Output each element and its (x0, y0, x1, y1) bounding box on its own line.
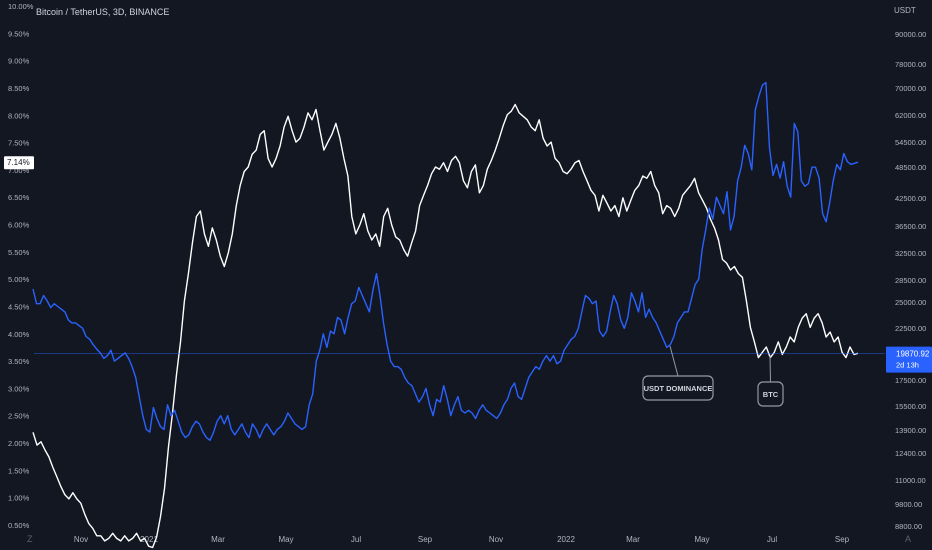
left-axis-tick-label: 7.00% (8, 166, 30, 175)
time-axis-tick-label: Sep (418, 535, 433, 544)
current-price-badge-bg (886, 346, 932, 373)
right-axis-tick-label: 54500.00 (895, 138, 926, 147)
current-price-value: 19870.92 (896, 350, 930, 359)
left-axis-tick-label: 6.50% (8, 193, 30, 202)
left-axis-tick-label: 2.50% (8, 412, 30, 421)
right-axis: 90000.00 78000.00 70000.00 62000.00 54500.00… (895, 30, 926, 531)
time-axis: Nov 2021 Mar May Jul Sep Nov 2022 Mar May Jul Sep (74, 535, 850, 544)
time-axis-tick-label: May (278, 535, 293, 544)
left-axis-tick-label: 6.00% (8, 221, 30, 230)
left-axis-tick-label: 4.00% (8, 330, 30, 339)
right-axis-tick-label: 8800.00 (895, 522, 922, 531)
time-axis-tick-label: Mar (211, 535, 225, 544)
left-axis-tick-label: 1.00% (8, 494, 30, 503)
right-axis-tick-label: 42500.00 (895, 194, 926, 203)
auto-scale-icon[interactable]: A (905, 534, 912, 544)
current-dominance-badge-bg (4, 156, 34, 170)
current-price-badge: 19870.92 2d 13h (886, 346, 932, 373)
usdt-dominance-line[interactable] (32, 81, 859, 441)
currency-label: USDT (894, 6, 916, 15)
callout-box (757, 381, 784, 407)
right-axis-tick-label: 36500.00 (895, 222, 926, 231)
callout-box (642, 375, 714, 401)
right-axis-tick-label: 90000.00 (895, 30, 926, 39)
right-axis-tick-label: 11000.00 (895, 476, 926, 485)
right-axis-tick-label: 22500.00 (895, 324, 926, 333)
left-axis-tick-label: 10.00% (8, 2, 34, 11)
left-axis-tick-label: 9.00% (8, 57, 30, 66)
time-axis-tick-label: 2021 (140, 535, 158, 544)
left-axis-tick-label: 4.50% (8, 302, 30, 311)
right-axis-tick-label: 48500.00 (895, 163, 926, 172)
right-axis-tick-label: 15500.00 (895, 402, 926, 411)
left-axis-tick-label: 3.00% (8, 384, 30, 393)
callout-text: BTC (763, 390, 779, 399)
left-axis-tick-label: 8.00% (8, 111, 30, 120)
right-axis-tick-label: 70000.00 (895, 84, 926, 93)
callout-btc[interactable]: BTC (757, 355, 784, 407)
left-axis-tick-label: 3.50% (8, 357, 30, 366)
right-axis-tick-label: 17500.00 (895, 376, 926, 385)
right-axis-tick-label: 32500.00 (895, 249, 926, 258)
left-axis-tick-label: 8.50% (8, 84, 30, 93)
btc-price-line[interactable] (32, 103, 859, 549)
left-axis-tick-label: 5.00% (8, 275, 30, 284)
symbol-title: Bitcoin / TetherUS, 3D, BINANCE (36, 7, 170, 17)
right-axis-tick-label: 25000.00 (895, 298, 926, 307)
right-axis-tick-label: 13900.00 (895, 426, 926, 435)
right-axis-tick-label: 28500.00 (895, 276, 926, 285)
timezone-icon[interactable]: Z (27, 534, 33, 544)
right-axis-tick-label: 62000.00 (895, 111, 926, 120)
time-axis-tick-label: Mar (626, 535, 640, 544)
countdown-label: 2d 13h (896, 361, 919, 370)
current-dominance-value: 7.14% (7, 158, 30, 167)
right-axis-tick-label: 12400.00 (895, 449, 926, 458)
time-axis-tick-label: 2022 (557, 535, 575, 544)
callout-pointer (769, 355, 771, 383)
time-axis-tick-label: May (694, 535, 709, 544)
left-axis-tick-label: 0.50% (8, 521, 30, 530)
time-axis-tick-label: Sep (835, 535, 850, 544)
right-axis-tick-label: 9800.00 (895, 500, 922, 509)
callout-text: USDT DOMINANCE (644, 384, 713, 393)
time-axis-tick-label: Nov (74, 535, 88, 544)
left-axis-tick-label: 1.50% (8, 466, 30, 475)
left-axis-tick-label: 9.50% (8, 29, 30, 38)
callout-pointer (669, 345, 679, 377)
left-axis-tick-label: 2.00% (8, 439, 30, 448)
right-axis-tick-label: 78000.00 (895, 60, 926, 69)
left-axis: 10.00% 9.50% 9.00% 8.50% 8.00% 7.50% 7.00% 6.50… (8, 2, 34, 530)
left-axis-tick-label: 7.50% (8, 139, 30, 148)
callout-usdt-dominance[interactable]: USDT DOMINANCE (642, 345, 714, 401)
left-axis-tick-label: 5.50% (8, 248, 30, 257)
time-axis-tick-label: Jul (351, 535, 361, 544)
current-dominance-badge: 7.14% (4, 156, 34, 170)
time-axis-tick-label: Jul (767, 535, 777, 544)
time-axis-tick-label: Nov (489, 535, 503, 544)
